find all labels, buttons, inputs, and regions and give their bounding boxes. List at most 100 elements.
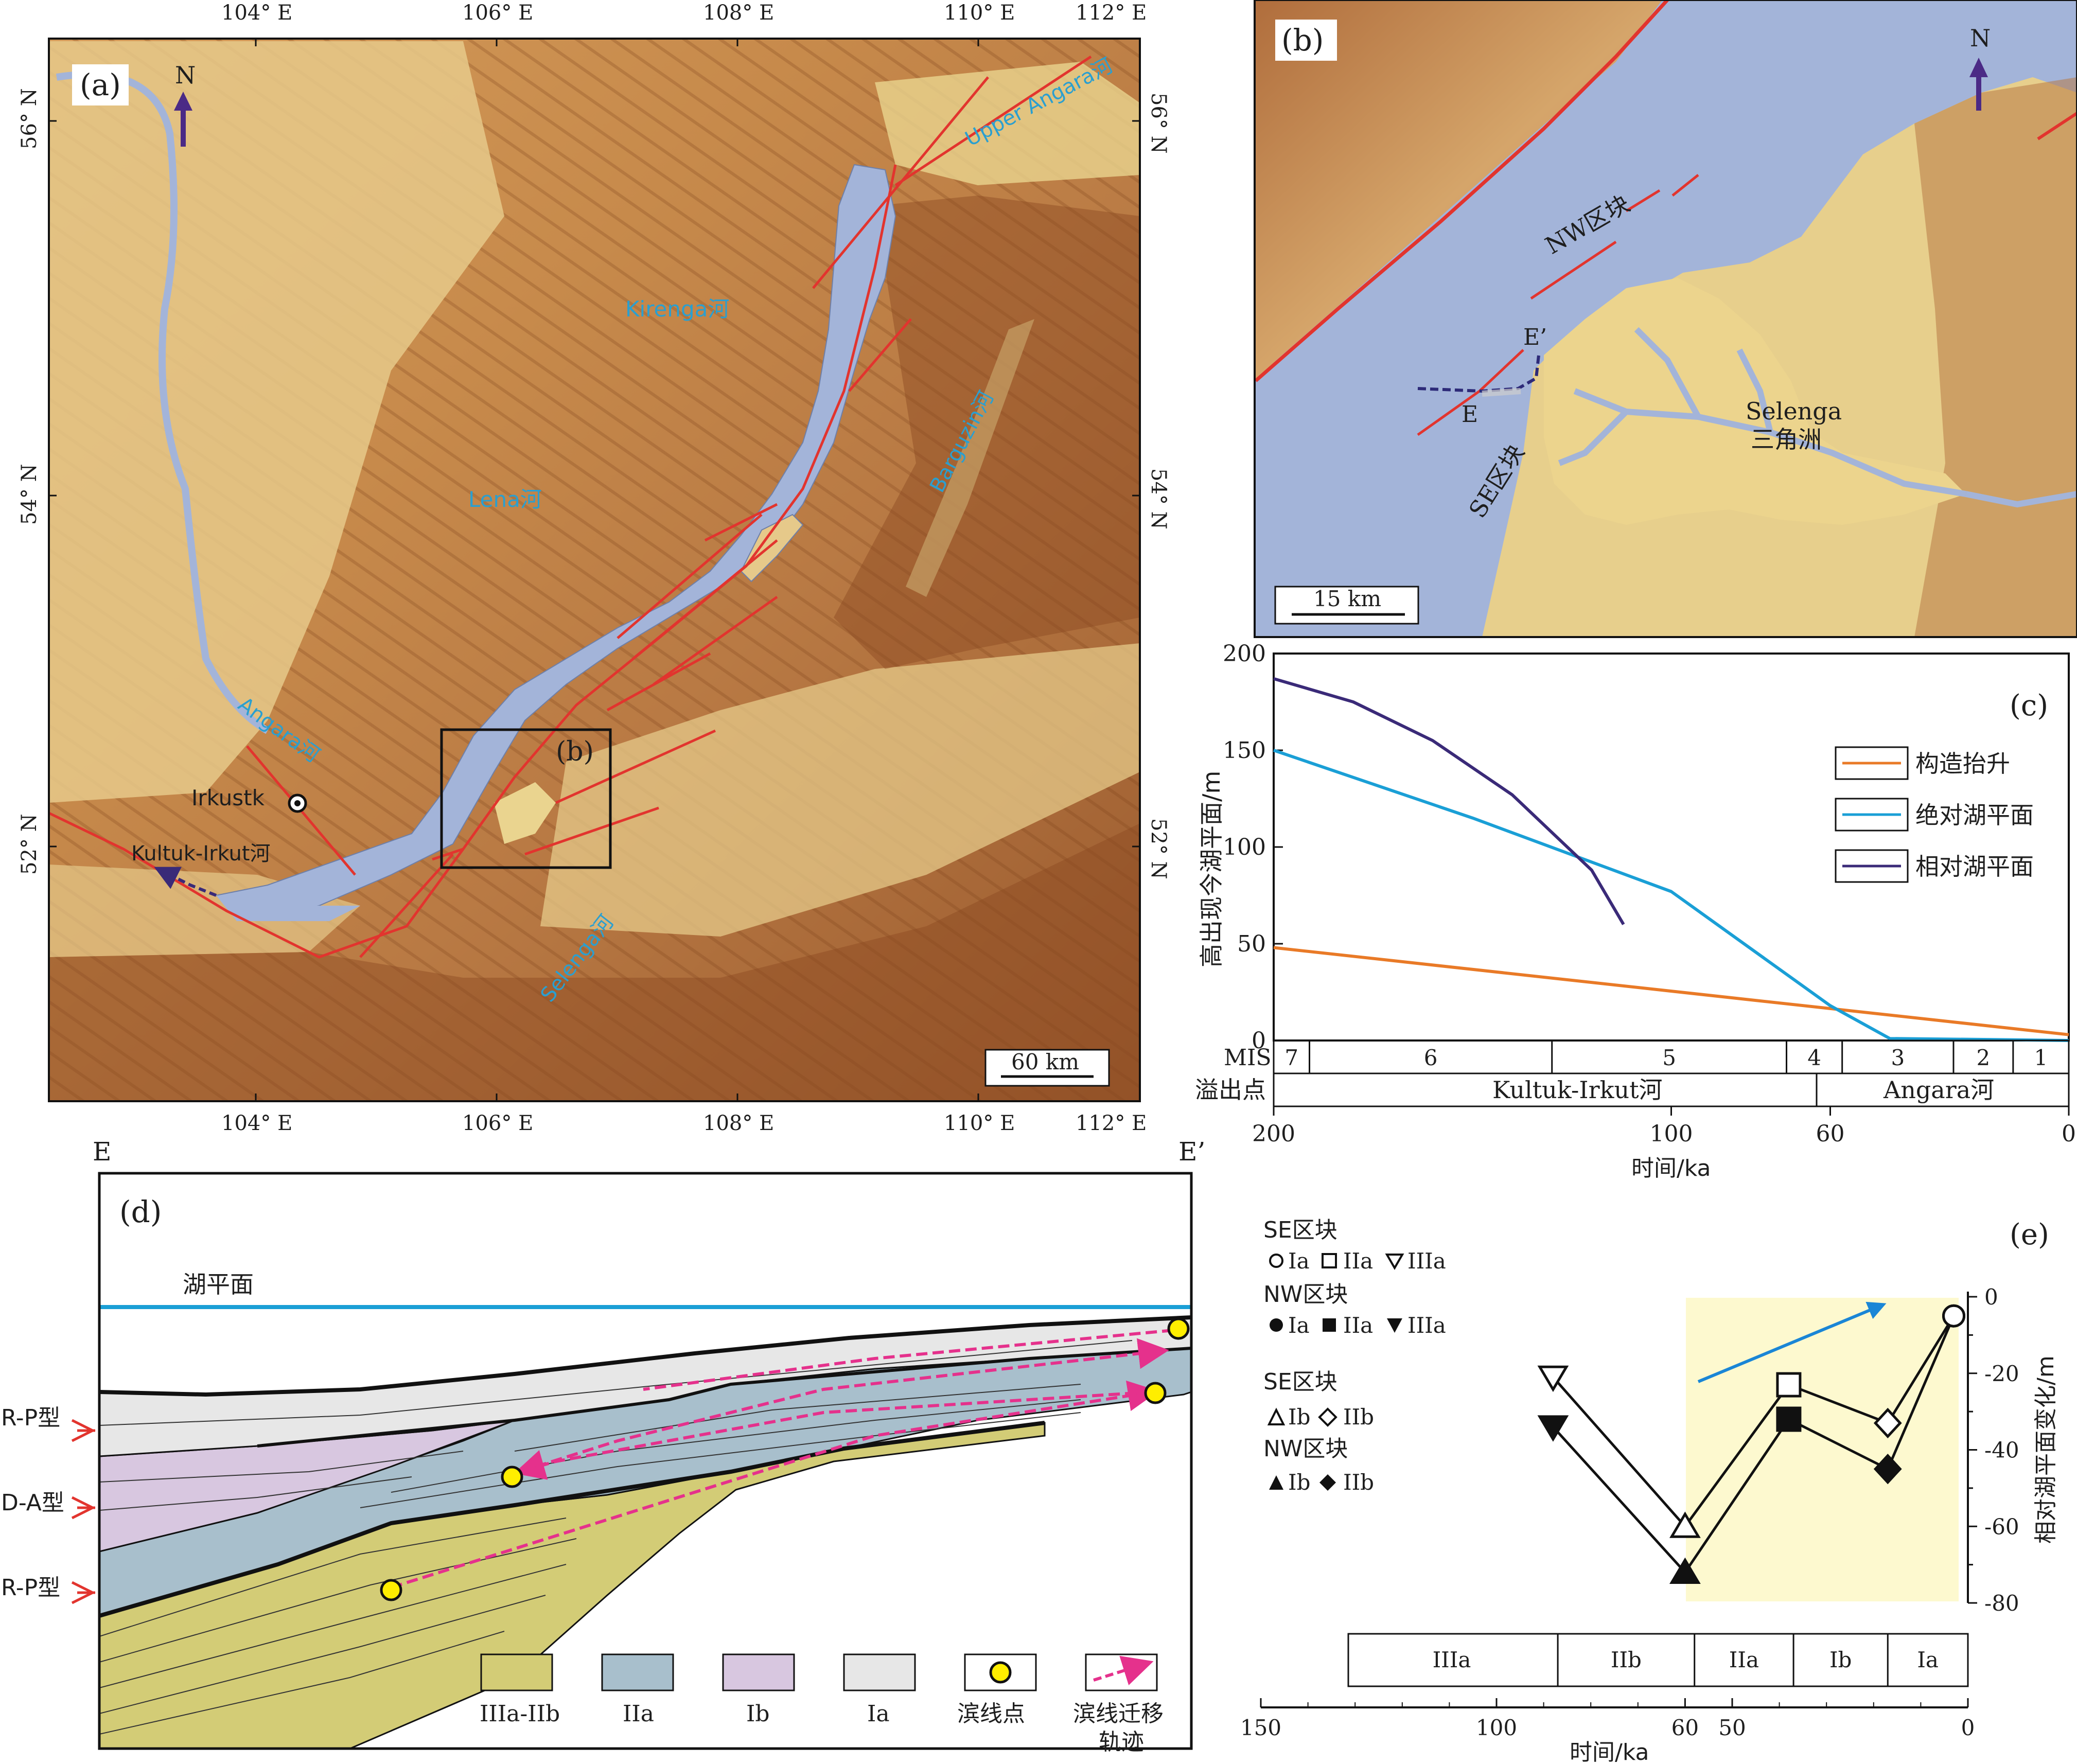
- c-y-axis: 0 50 100 150 200: [1223, 641, 1283, 1054]
- svg-text:56° N: 56° N: [17, 88, 41, 149]
- svg-text:Ia: Ia: [1288, 1248, 1310, 1274]
- legend-absolute: 绝对湖平面: [1915, 801, 2034, 829]
- lat-labels-left: 56° N 54° N 52° N: [17, 88, 41, 875]
- inset-label-b: (b): [556, 736, 594, 767]
- north-label-b: N: [1970, 24, 1991, 52]
- scale-label-b: 15 km: [1313, 586, 1381, 611]
- e-x-axis: 150 100 60 50 0: [1240, 1698, 1975, 1740]
- e-y-tick-label: 0: [1984, 1284, 1998, 1310]
- svg-text:54° N: 54° N: [1147, 468, 1170, 530]
- panel-a-label: (a): [80, 67, 121, 102]
- mis-stage-label: 6: [1424, 1045, 1438, 1070]
- e-mark-b: E: [1462, 401, 1478, 428]
- svg-text:IIIa-IIb: IIIa-IIb: [480, 1701, 560, 1727]
- delta-channels: [1558, 327, 2077, 508]
- c-y-tick-label: 50: [1237, 931, 1266, 957]
- mis-stage-label: 5: [1662, 1045, 1676, 1070]
- selenga-delta-small: [494, 782, 556, 844]
- c-series: [1273, 677, 2069, 1042]
- c-series-line-1: [1273, 749, 2069, 1042]
- svg-text:滨线点: 滨线点: [957, 1701, 1025, 1727]
- panel-d-section: (d) E E’ 湖平面 R-P型 D-A型 R-P型 IIIa-IIb IIa…: [1, 1137, 1205, 1755]
- mis-stage-label: 4: [1807, 1045, 1821, 1070]
- svg-text:110° E: 110° E: [944, 1, 1015, 25]
- e-marker-Ia: [1942, 1304, 1966, 1328]
- d-lake-level-label: 湖平面: [183, 1271, 254, 1298]
- scale-label-a: 60 km: [1011, 1049, 1079, 1074]
- irkutsk-label: Irkustk: [191, 785, 265, 810]
- north-label-a: N: [175, 61, 196, 89]
- e-y-tick-label: -40: [1984, 1438, 2019, 1463]
- svg-text:112° E: 112° E: [1076, 1, 1147, 25]
- inset-box-b: [440, 728, 612, 869]
- svg-text:IIa: IIa: [1343, 1313, 1373, 1338]
- lowland-west: [49, 41, 504, 803]
- c-x-tick-label: 60: [1816, 1121, 1845, 1147]
- svg-text:110° E: 110° E: [944, 1112, 1015, 1135]
- e-y-tick-label: -60: [1984, 1514, 2019, 1539]
- e-group-2: NW区块: [1263, 1281, 1348, 1308]
- faults-a: [49, 55, 1092, 959]
- delta-name-2: 三角洲: [1751, 426, 1822, 453]
- svg-text:Ia: Ia: [1288, 1313, 1310, 1338]
- svg-text:IIb: IIb: [1343, 1404, 1374, 1430]
- panel-c-chart: 0 50 100 150 200 7 6 5 4 3 2 1 MIS 溢出点 Kultuk-Irku…: [1195, 641, 2076, 1181]
- svg-text:52° N: 52° N: [17, 814, 41, 875]
- scale-box-b: [1274, 586, 1419, 625]
- panel-b-label: (b): [1281, 23, 1324, 58]
- d-e2-label: E’: [1178, 1137, 1205, 1167]
- svg-text:R-P型: R-P型: [1, 1575, 60, 1601]
- outlet-angara: Angara河: [1883, 1076, 1994, 1104]
- outlet-label: 溢出点: [1195, 1076, 1266, 1104]
- svg-text:Ia: Ia: [867, 1701, 890, 1727]
- svg-text:108° E: 108° E: [703, 1112, 774, 1135]
- c-ylabel: 高出现今湖平面/m: [1198, 771, 1225, 967]
- kultuk-label: Kultuk-Irkut河: [131, 842, 271, 866]
- svg-text:104° E: 104° E: [221, 1112, 292, 1135]
- e-group-1: SE区块: [1263, 1217, 1337, 1243]
- mis-stage-label: 7: [1284, 1045, 1298, 1070]
- panel-a-map: (a) N 60 km (b) 104° E 106° E 108° E 110…: [17, 1, 1170, 1135]
- e-marker-IIb: [1873, 1454, 1902, 1485]
- d-type-labels: R-P型 D-A型 R-P型: [1, 1405, 96, 1604]
- svg-text:52° N: 52° N: [1147, 818, 1170, 879]
- e-y-axis: 0 -20 -40 -60 -80: [1968, 1284, 2019, 1616]
- d-legend-labels: IIIa-IIb IIa Ib Ia 滨线点 滨线迁移 轨迹: [480, 1701, 1164, 1755]
- e-marker-IIIa: [1537, 1365, 1569, 1392]
- outlet-kultuk: Kultuk-Irkut河: [1492, 1076, 1663, 1104]
- c-xlabel: 时间/ka: [1631, 1155, 1711, 1181]
- lowland-barguzin: [906, 319, 1034, 597]
- north-arrow-b: [1969, 58, 1988, 111]
- svg-text:54° N: 54° N: [17, 464, 41, 525]
- e-highlight: [1686, 1298, 1959, 1601]
- kultuk-irkut-path: [154, 867, 217, 897]
- lat-labels-right: 56° N 54° N 52° N: [1147, 93, 1170, 879]
- mis-stages: 7 6 5 4 3 2 1: [1284, 1040, 2048, 1073]
- lon-labels-bottom: 104° E 106° E 108° E 110° E 112° E: [221, 1112, 1147, 1135]
- e-unit-label: Ib: [1829, 1647, 1852, 1672]
- svg-text:D-A型: D-A型: [1, 1490, 64, 1516]
- chart-c-plot-area: [1273, 652, 2070, 1042]
- panel-b-inset-map: (b) N NW区块 SE区块 E E’ Selenga 三角洲 15 km: [1254, 0, 2077, 638]
- mis-stage-label: 2: [1977, 1045, 1991, 1070]
- e-marker-Ib: [1669, 1511, 1701, 1538]
- svg-text:IIa: IIa: [1343, 1248, 1373, 1274]
- c-y-tick-label: 0: [1252, 1028, 1266, 1054]
- e-units: IIIa IIb IIa Ib Ia: [1433, 1634, 1939, 1686]
- svg-text:IIIa: IIIa: [1407, 1248, 1446, 1274]
- svg-text:56° N: 56° N: [1147, 93, 1170, 154]
- e-ylabel: 相对湖平面变化/m: [2033, 1355, 2059, 1544]
- e-x-tick-label: 50: [1718, 1715, 1746, 1740]
- e-x-tick-label: 0: [1961, 1715, 1975, 1740]
- d-legend: [480, 1653, 1158, 1691]
- svg-text:Ib: Ib: [746, 1701, 770, 1727]
- shoreline-points: [380, 1317, 1190, 1601]
- c-x-tick-label: 0: [2062, 1121, 2076, 1147]
- e-x-tick-label: 100: [1476, 1715, 1517, 1740]
- e-legend: SE区块 Ia IIa IIIa NW区块 Ia IIa IIIa SE区块 I…: [1263, 1217, 1446, 1495]
- lowland-south: [540, 643, 1140, 937]
- svg-text:IIIa: IIIa: [1407, 1313, 1446, 1338]
- e-series: [1537, 1304, 1966, 1584]
- mis-stage-label: 1: [2034, 1045, 2048, 1070]
- c-x-tick-label: 100: [1650, 1121, 1693, 1147]
